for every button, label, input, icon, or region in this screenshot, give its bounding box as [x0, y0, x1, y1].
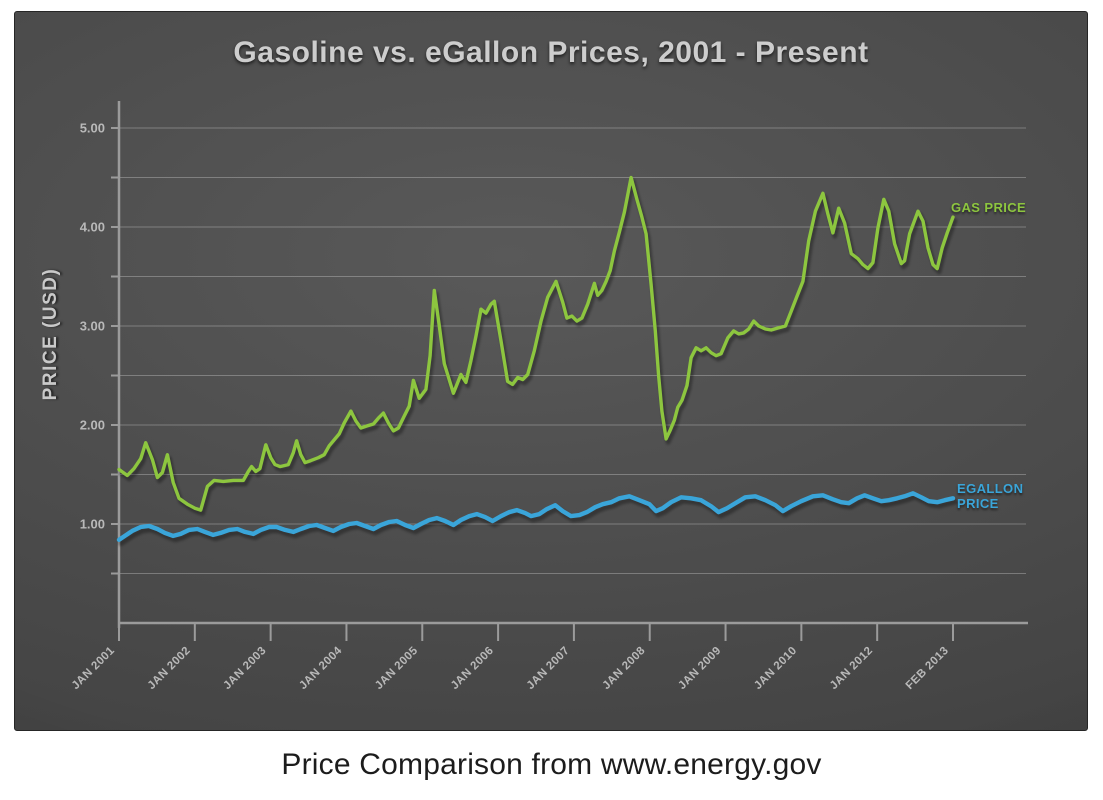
egallon-price-series-label: EGALLON PRICE — [957, 481, 1024, 511]
x-tick-label: JAN 2006 — [449, 645, 496, 692]
x-tick-label: JAN 2008 — [600, 644, 648, 692]
x-tick-label: JAN 2004 — [297, 644, 345, 692]
x-tick-label: JAN 2001 — [70, 644, 118, 692]
x-tick-label: JAN 2005 — [373, 644, 421, 692]
price-line-chart: 1.00 2.00 3.00 4.00 5.00 JAN 2001 JAN 2002 JAN … — [70, 101, 1028, 692]
x-tick-label: JAN 2012 — [828, 645, 875, 692]
y-tick-label: 1.00 — [80, 517, 105, 532]
y-tick-label: 3.00 — [80, 319, 105, 334]
caption: Price Comparison from www.energy.gov — [281, 748, 822, 781]
x-tick-label: JAN 2002 — [146, 645, 193, 692]
chart-title: Gasoline vs. eGallon Prices, 2001 - Pres… — [233, 36, 869, 69]
y-tick-label: 2.00 — [80, 418, 105, 433]
x-tick-label: JAN 2010 — [752, 645, 799, 692]
y-tick-label: 5.00 — [80, 121, 105, 136]
x-tick-label: JAN 2007 — [525, 645, 572, 692]
x-tick-label: JAN 2003 — [221, 645, 268, 692]
x-tick-label: FEB 2013 — [904, 645, 951, 692]
egallon-price-line-shadow — [118, 493, 958, 547]
gas-price-series-label: GAS PRICE — [951, 200, 1027, 215]
y-tick-label: 4.00 — [80, 220, 105, 235]
gas-price-line — [117, 175, 955, 512]
gas-price-line-shadow — [118, 178, 958, 516]
egallon-price-line — [116, 491, 956, 542]
chart-panel: Gasoline vs. eGallon Prices, 2001 - Pres… — [14, 11, 1088, 731]
x-tick-label: JAN 2009 — [676, 645, 723, 692]
